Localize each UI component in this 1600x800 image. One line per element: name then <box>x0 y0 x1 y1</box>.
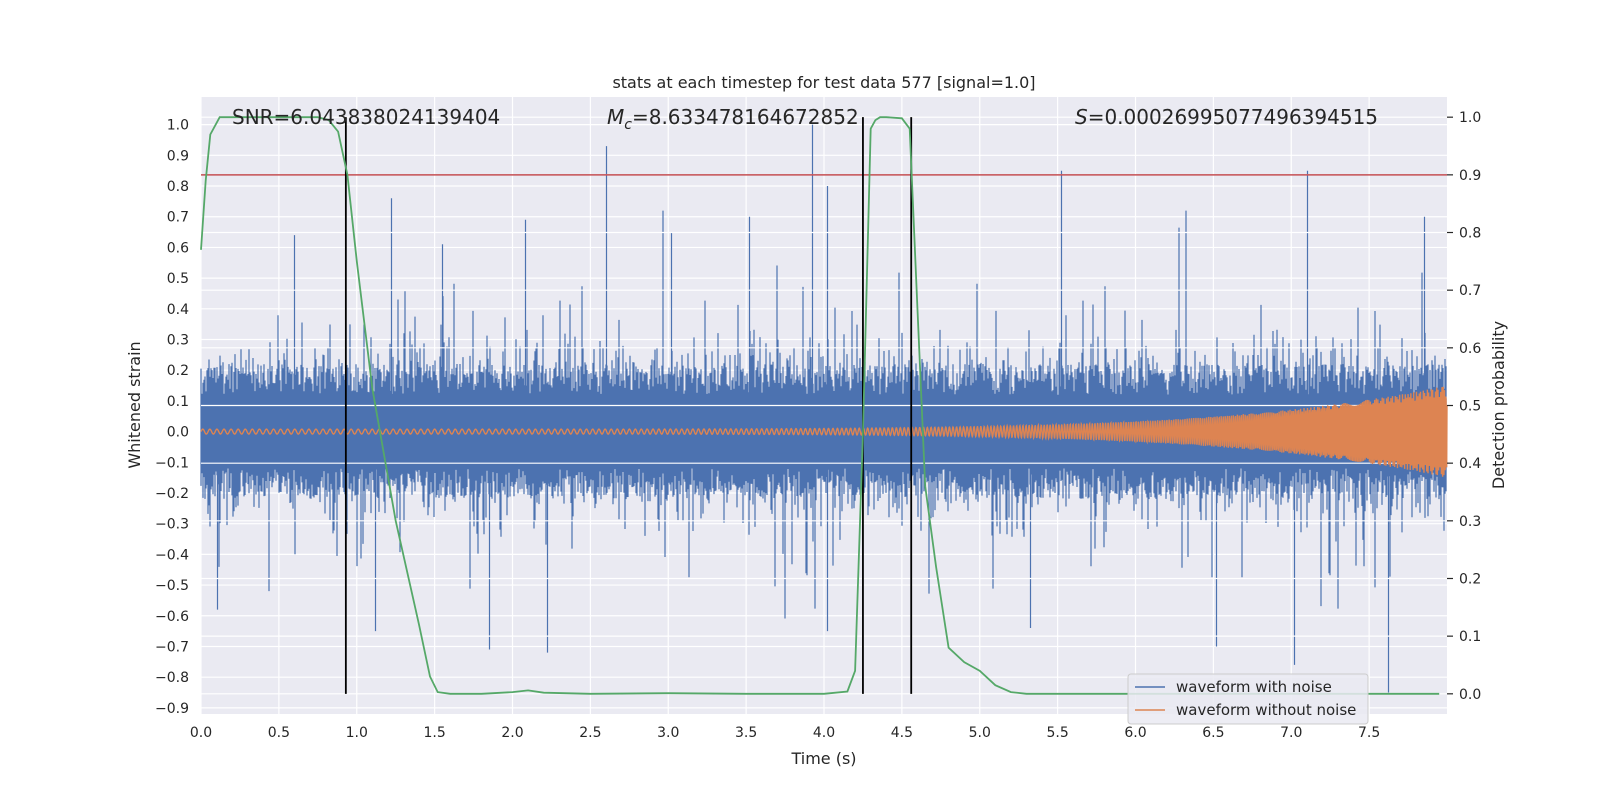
y-axis-title: Whitened strain <box>125 341 144 468</box>
y-tick-label: 0.0 <box>167 425 189 441</box>
y2-tick-label: 0.6 <box>1459 341 1481 357</box>
y2-tick-label: 0.8 <box>1459 226 1481 242</box>
x-axis-ticks: 0.0 0.5 1.0 1.5 2.0 2.5 3.0 3.5 4.0 4.5 5.0 5.5 6.0 6… <box>190 725 1380 741</box>
y2-tick-label: 0.4 <box>1459 456 1481 472</box>
y2-tick-label: 1.0 <box>1459 110 1481 126</box>
chirp-mass-subscript: c <box>624 117 632 133</box>
x-tick-label: 4.0 <box>813 725 835 741</box>
waveform-without-noise-series <box>200 386 1448 477</box>
s-annotation: S=0.00026995077496394515 <box>1075 105 1378 129</box>
y-tick-label: −0.1 <box>155 455 189 471</box>
chirp-mass-symbol: M <box>607 105 624 129</box>
y2-tick-label: 0.7 <box>1459 283 1481 299</box>
y-tick-label: 0.7 <box>167 210 189 226</box>
y-tick-label: −0.6 <box>155 609 189 625</box>
legend-label-without-noise: waveform without noise <box>1176 701 1356 719</box>
y-tick-label: −0.8 <box>155 670 189 686</box>
y-tick-label: 0.2 <box>167 363 189 379</box>
y-tick-label: 0.4 <box>167 302 189 318</box>
s-symbol: S <box>1075 105 1088 129</box>
x-tick-label: 0.0 <box>190 725 212 741</box>
y2-tick-label: 0.5 <box>1459 399 1481 415</box>
chart-title: stats at each timestep for test data 577… <box>612 73 1035 92</box>
legend: waveform with noise waveform without noi… <box>1127 673 1369 725</box>
x-tick-label: 1.5 <box>423 725 445 741</box>
y-tick-label: 0.1 <box>167 394 189 410</box>
y-tick-label: −0.2 <box>155 486 189 502</box>
snr-annotation: SNR=6.043838024139404 <box>232 105 500 129</box>
y2-tick-label: 0.9 <box>1459 168 1481 184</box>
y-tick-label: 0.6 <box>167 240 189 256</box>
y-tick-label: −0.3 <box>155 517 189 533</box>
x-tick-label: 7.0 <box>1280 725 1302 741</box>
y-axis-ticks: 1.0 0.9 0.8 0.7 0.6 0.5 0.4 0.3 0.2 0.1 0.0 −0.1 −0.… <box>155 118 189 717</box>
y2-tick-label: 0.0 <box>1459 687 1481 703</box>
chirp-waveform-line <box>200 386 1448 477</box>
x-tick-label: 3.5 <box>735 725 757 741</box>
y-tick-label: 0.9 <box>167 148 189 164</box>
x-tick-label: 0.5 <box>268 725 290 741</box>
y2-gridlines <box>201 116 1447 695</box>
y-tick-label: 0.5 <box>167 271 189 287</box>
legend-label-with-noise: waveform with noise <box>1176 678 1332 696</box>
x-tick-label: 6.5 <box>1202 725 1224 741</box>
y2-tick-label: 0.1 <box>1459 629 1481 645</box>
x-tick-label: 5.0 <box>969 725 991 741</box>
y-tick-label: −0.4 <box>155 547 189 563</box>
y2-tick-label: 0.2 <box>1459 571 1481 587</box>
y2-axis-title: Detection probability <box>1489 321 1508 489</box>
detection-probability-line <box>200 116 1440 695</box>
x-tick-label: 2.5 <box>579 725 601 741</box>
detection-probability-series <box>200 116 1440 695</box>
y2-axis-ticks: 1.0 0.9 0.8 0.7 0.6 0.5 0.4 0.3 0.2 0.1 0.0 <box>1447 110 1481 703</box>
x-tick-label: 6.0 <box>1124 725 1146 741</box>
s-value: =0.00026995077496394515 <box>1088 105 1378 129</box>
chirp-mass-value: =8.633478164672852 <box>632 105 859 129</box>
y-tick-label: −0.9 <box>155 701 189 717</box>
y-tick-label: −0.5 <box>155 578 189 594</box>
chirp-mass-annotation: Mc=8.633478164672852 <box>607 105 859 133</box>
x-tick-label: 2.0 <box>501 725 523 741</box>
legend-box <box>1127 673 1369 725</box>
y-tick-label: 0.8 <box>167 179 189 195</box>
y-tick-label: 1.0 <box>167 118 189 134</box>
y-tick-label: −0.7 <box>155 639 189 655</box>
x-tick-label: 4.5 <box>891 725 913 741</box>
x-tick-label: 7.5 <box>1358 725 1380 741</box>
y-tick-label: 0.3 <box>167 333 189 349</box>
x-tick-label: 3.0 <box>657 725 679 741</box>
x-tick-label: 5.5 <box>1046 725 1068 741</box>
x-tick-label: 1.0 <box>346 725 368 741</box>
x-axis-title: Time (s) <box>790 749 856 768</box>
y2-tick-label: 0.3 <box>1459 514 1481 530</box>
